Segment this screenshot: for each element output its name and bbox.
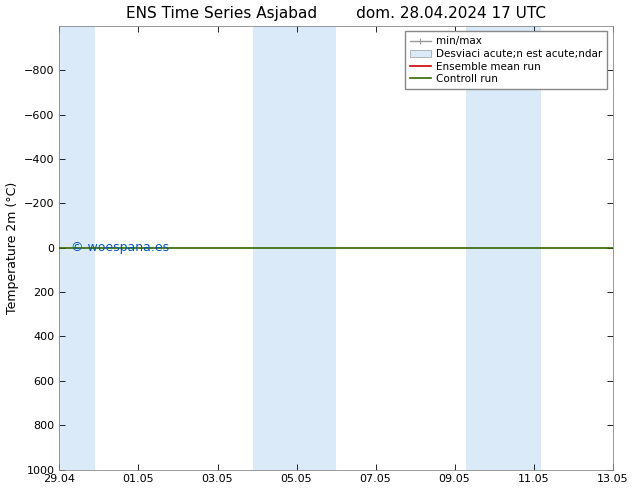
Bar xyxy=(253,26,336,469)
Bar xyxy=(466,26,541,469)
Bar xyxy=(60,26,96,469)
Title: ENS Time Series Asjabad        dom. 28.04.2024 17 UTC: ENS Time Series Asjabad dom. 28.04.2024 … xyxy=(126,5,546,21)
Text: © woespana.es: © woespana.es xyxy=(70,241,169,254)
Y-axis label: Temperature 2m (°C): Temperature 2m (°C) xyxy=(6,182,18,314)
Legend: min/max, Desviaci acute;n est acute;ndar, Ensemble mean run, Controll run: min/max, Desviaci acute;n est acute;ndar… xyxy=(404,31,607,89)
